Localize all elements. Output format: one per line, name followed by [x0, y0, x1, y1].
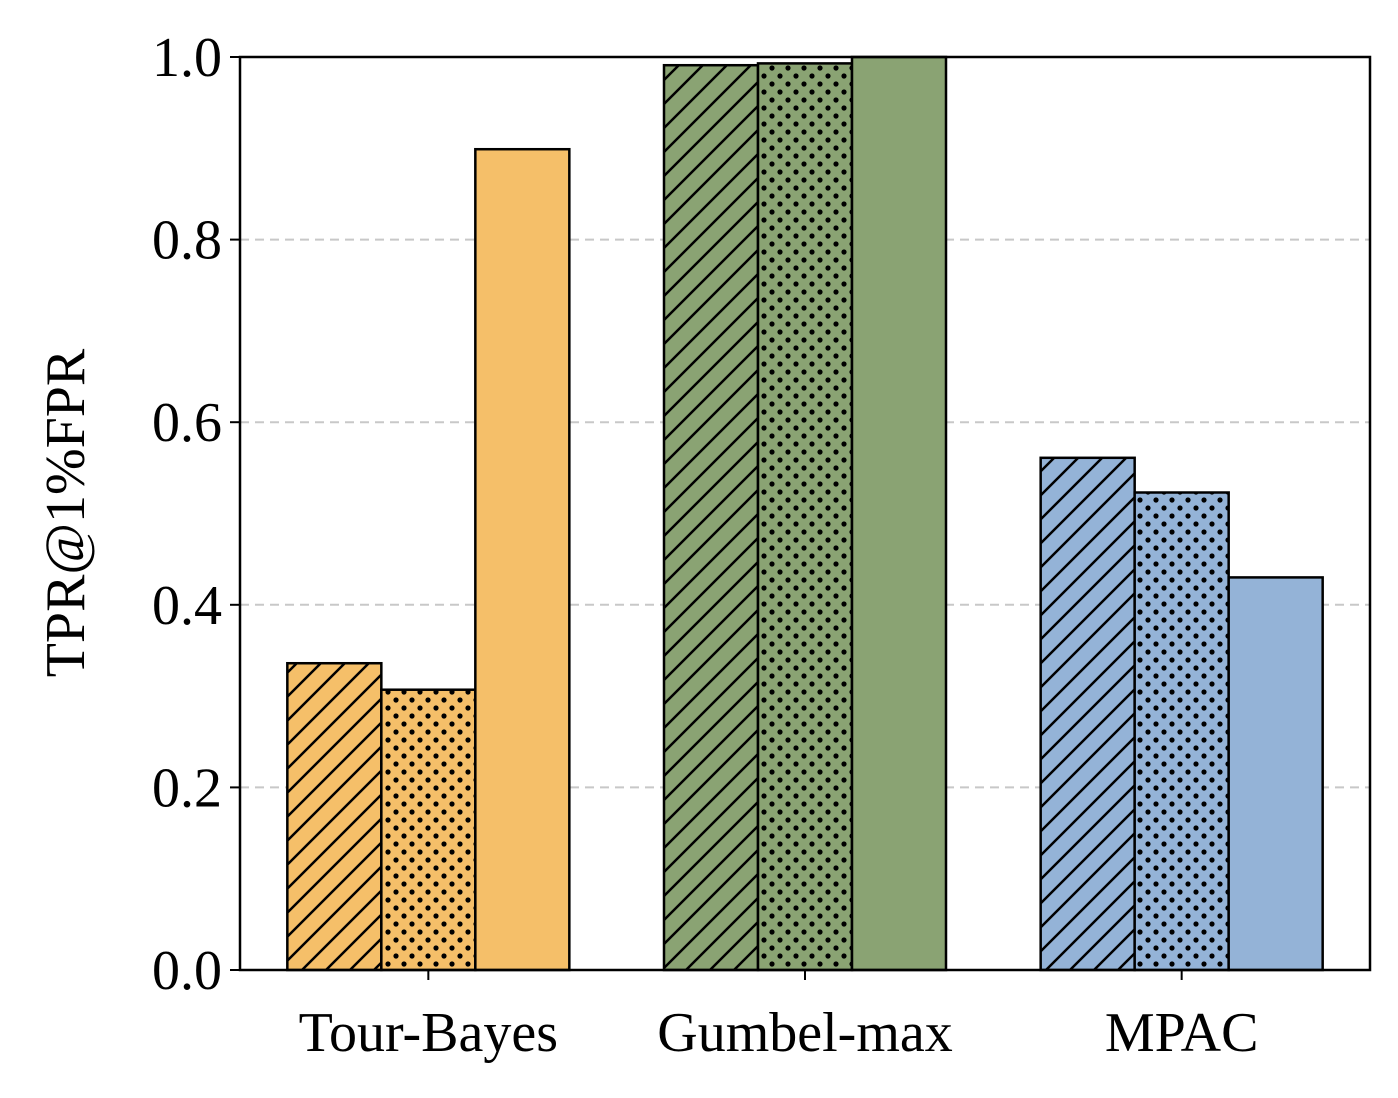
y-tick-label: 0.2 — [152, 757, 222, 819]
ticks: Tour-Bayes Gumbel-max MPAC 0.0 0.2 0.4 0.6 0.8 1… — [152, 27, 1258, 1064]
y-axis-title: TPR@1%FPR — [35, 348, 97, 677]
bar-hatch-texture — [287, 663, 382, 970]
bar-solid — [475, 149, 570, 970]
y-tick-label: 0.6 — [152, 392, 222, 454]
bar-dots-texture — [758, 63, 852, 971]
bar-hatch-texture — [664, 65, 758, 971]
y-tick-label: 0.8 — [152, 210, 222, 272]
x-tick-label: Gumbel-max — [657, 1002, 952, 1064]
bar-hatch-texture — [1040, 457, 1135, 970]
x-tick-label: MPAC — [1105, 1002, 1259, 1064]
bars — [286, 55, 1324, 972]
bar-solid — [852, 57, 946, 970]
bar-dots-texture — [381, 689, 476, 970]
bar-dots-texture — [1134, 492, 1229, 970]
y-tick-label: 0.0 — [152, 940, 222, 1002]
bar-solid — [1228, 577, 1323, 970]
x-tick-label: Tour-Bayes — [299, 1002, 558, 1064]
y-tick-label: 0.4 — [152, 575, 222, 637]
y-tick-label: 1.0 — [152, 27, 222, 89]
